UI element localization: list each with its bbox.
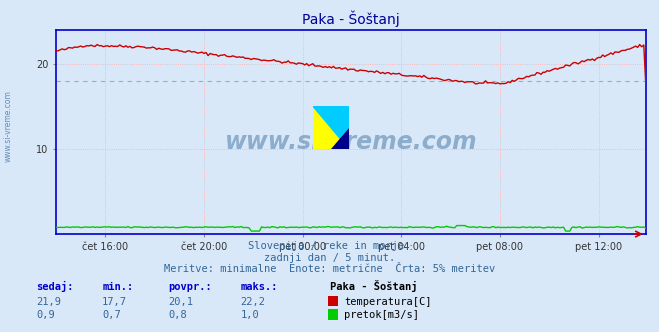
Text: povpr.:: povpr.: — [168, 283, 212, 292]
Text: sedaj:: sedaj: — [36, 282, 74, 292]
Text: 0,9: 0,9 — [36, 310, 55, 320]
Title: Paka - Šoštanj: Paka - Šoštanj — [302, 11, 400, 27]
Text: maks.:: maks.: — [241, 283, 278, 292]
Text: pretok[m3/s]: pretok[m3/s] — [344, 310, 419, 320]
Text: Meritve: minimalne  Enote: metrične  Črta: 5% meritev: Meritve: minimalne Enote: metrične Črta:… — [164, 264, 495, 274]
Text: 17,7: 17,7 — [102, 297, 127, 307]
Text: 20,1: 20,1 — [168, 297, 193, 307]
Text: 0,8: 0,8 — [168, 310, 186, 320]
Text: 21,9: 21,9 — [36, 297, 61, 307]
Text: 22,2: 22,2 — [241, 297, 266, 307]
Text: Slovenija / reke in morje.: Slovenija / reke in morje. — [248, 241, 411, 251]
Polygon shape — [313, 106, 349, 149]
Polygon shape — [313, 106, 349, 149]
Text: Paka - Šoštanj: Paka - Šoštanj — [330, 281, 417, 292]
Text: zadnji dan / 5 minut.: zadnji dan / 5 minut. — [264, 253, 395, 263]
Text: 1,0: 1,0 — [241, 310, 259, 320]
Text: temperatura[C]: temperatura[C] — [344, 297, 432, 307]
Text: www.si-vreme.com: www.si-vreme.com — [225, 130, 477, 154]
Text: 0,7: 0,7 — [102, 310, 121, 320]
Text: www.si-vreme.com: www.si-vreme.com — [3, 90, 13, 162]
Text: min.:: min.: — [102, 283, 133, 292]
Polygon shape — [331, 128, 349, 149]
